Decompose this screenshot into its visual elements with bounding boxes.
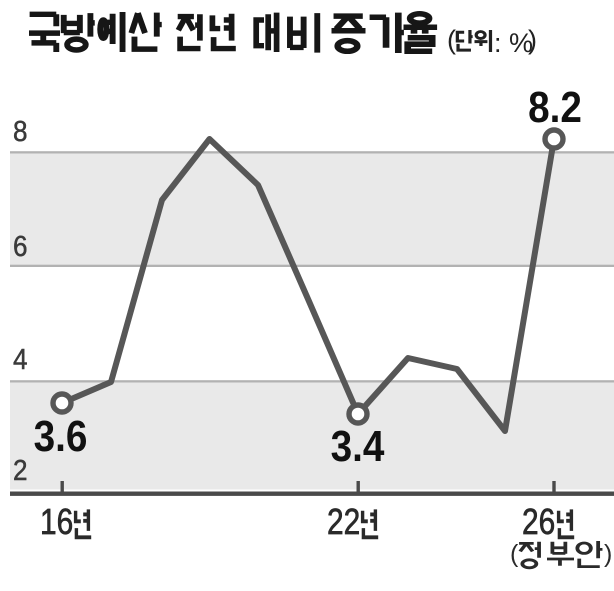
svg-text:6: 6: [13, 230, 28, 263]
svg-text:: %: : %: [494, 28, 533, 58]
svg-text:26: 26: [522, 502, 555, 542]
svg-text:(: (: [510, 540, 519, 568]
svg-text:3.4: 3.4: [331, 421, 385, 471]
svg-text:3.6: 3.6: [34, 411, 88, 461]
svg-text:): ): [604, 540, 612, 568]
svg-text:4: 4: [13, 343, 28, 376]
svg-text:): ): [528, 25, 537, 55]
svg-text:16: 16: [40, 502, 73, 542]
svg-text:8.2: 8.2: [528, 82, 582, 132]
svg-text:2: 2: [13, 454, 28, 487]
svg-text:8: 8: [13, 115, 28, 148]
svg-text:22: 22: [327, 502, 360, 542]
svg-text:(: (: [447, 25, 456, 55]
